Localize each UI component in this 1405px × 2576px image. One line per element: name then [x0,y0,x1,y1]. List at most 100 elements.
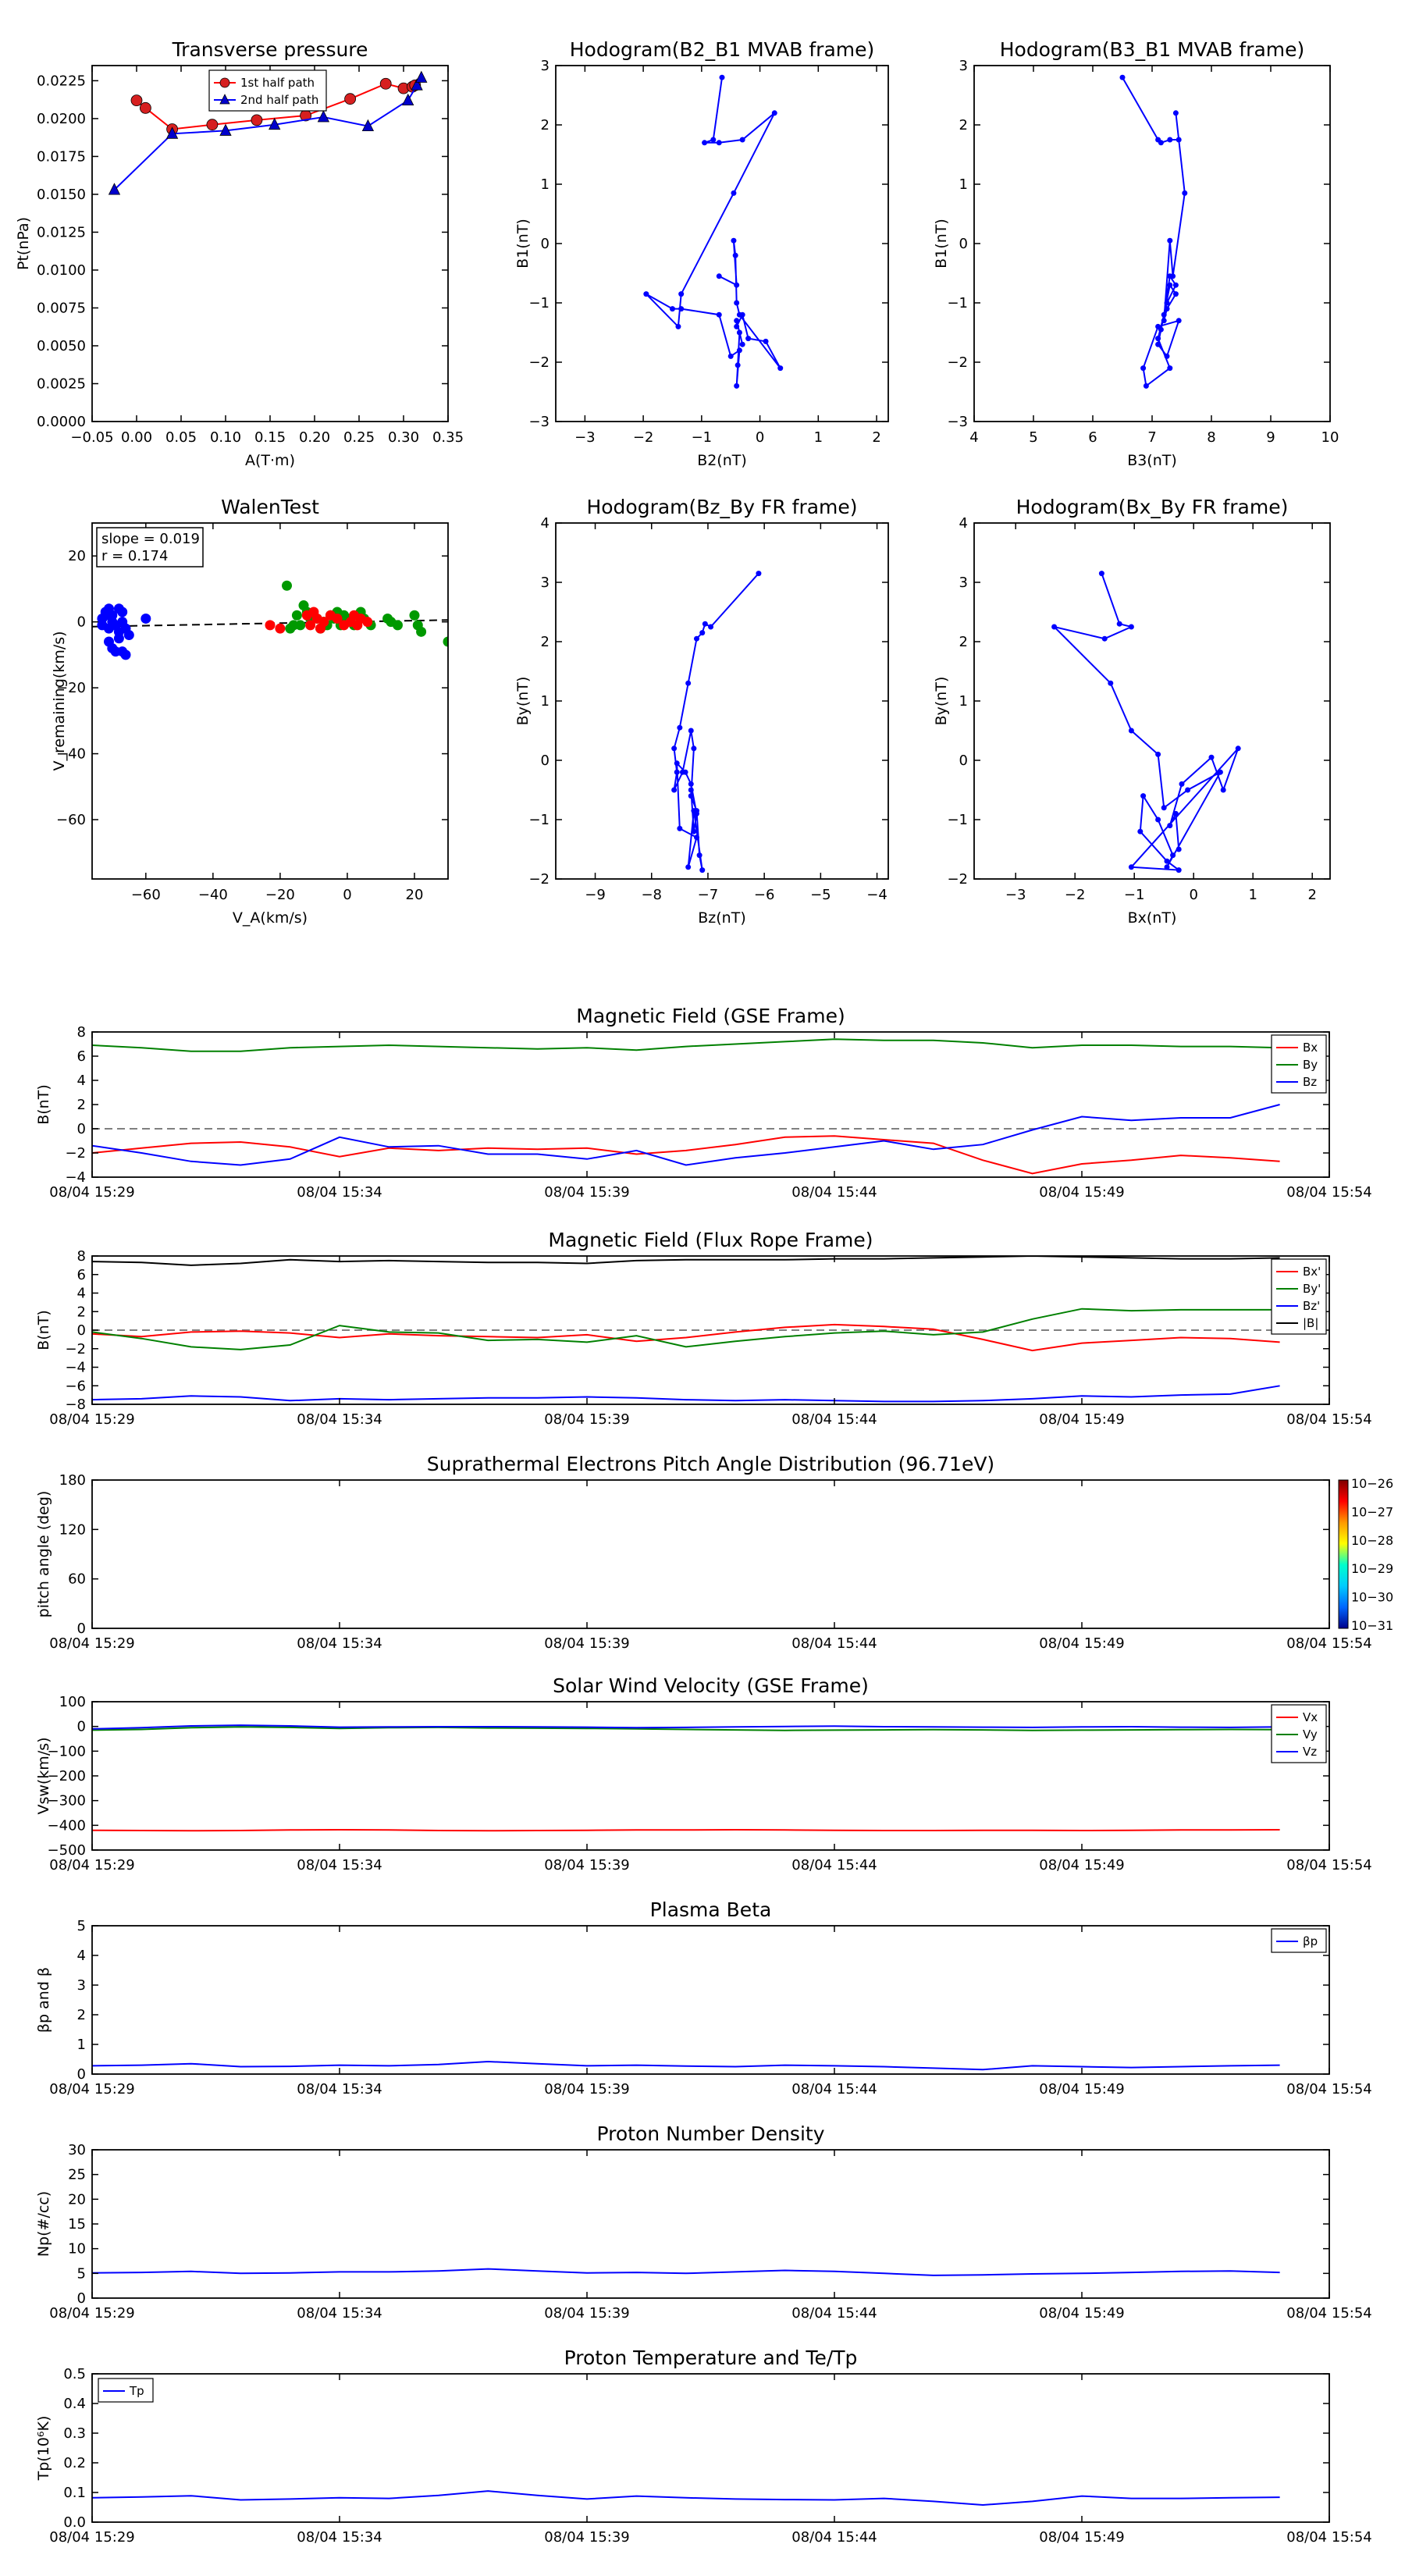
y-tick-label: −3 [528,414,550,430]
legend-box [1271,1034,1327,1094]
annotation-text: r = 0.174 [101,548,168,564]
series-line-0 [92,2268,1280,2276]
data-point [688,728,694,734]
data-point [140,613,151,624]
data-point [771,110,777,116]
x-tick-label: 08/04 15:49 [1039,2305,1124,2322]
data-point [735,362,741,368]
legend-label: 1st half path [240,76,315,90]
data-point [130,94,143,107]
hodogram-b3-b1-chart: Hodogram(B3_B1 MVAB frame)4 5 6 7 8 9 10−3−2−1… [933,38,1339,469]
y-tick-label: 5 [77,1918,86,1934]
y-tick-label: 3 [77,1977,86,1994]
data-point [1155,817,1161,823]
x-tick-label: 5 [1029,429,1037,446]
x-tick-label: −8 [641,887,662,903]
data-point [1128,728,1134,734]
y-tick-label: 0.0025 [37,375,86,392]
y-tick-label: 0.0225 [37,73,86,89]
legend-label: 2nd half path [240,93,318,107]
y-tick-label: −300 [48,1793,86,1809]
data-point [1235,745,1241,752]
x-tick-label: 0.20 [299,429,330,446]
y-axis-label: Vsw(km/s) [35,1737,52,1814]
y-tick-label: 2 [77,1097,86,1113]
data-point [1108,680,1114,686]
data-point [675,323,681,329]
y-tick-label: 0 [959,236,968,252]
data-point [332,613,343,624]
y-tick-label: 0.1 [63,2485,86,2501]
data-point [251,114,263,126]
plot-data [1051,571,1241,873]
data-point [677,724,683,731]
y-tick-label: 8 [77,1024,86,1041]
plot-data [92,2490,1280,2507]
plot-frame [91,2149,1330,2299]
y-tick-label: 0.0175 [37,148,86,165]
data-point [113,633,124,644]
data-point [731,190,737,196]
data-point [736,311,742,318]
y-tick-label: −200 [48,1768,86,1784]
x-tick-label: 08/04 15:39 [544,2081,629,2097]
y-tick-label: 3 [959,575,968,591]
x-axis-label: A(T·m) [245,452,295,469]
x-tick-label: 08/04 15:34 [297,1857,382,1873]
data-point [763,338,769,344]
y-tick-label: 2 [541,117,550,133]
data-point [739,137,745,143]
chart-title: Magnetic Field (Flux Rope Frame) [548,1229,873,1251]
series-line-0 [1122,76,1186,388]
data-point [678,306,685,312]
proton-number-density-chart: Proton Number Density 08/04 15:29 08/04 15… [35,2122,1372,2322]
data-point [120,649,131,660]
x-axis-label: Bx(nT) [1128,909,1177,927]
data-point [1161,311,1167,318]
data-point [1155,336,1161,342]
y-tick-label: 0.4 [63,2396,86,2412]
solar-wind-velocity-chart: Solar Wind Velocity (GSE Frame) 08/04 15:… [35,1674,1372,1873]
x-tick-label: 08/04 15:29 [49,1411,134,1428]
data-point [165,126,179,139]
x-tick-label: 0 [756,429,764,446]
data-point [685,680,692,686]
data-point [443,636,448,647]
y-tick-label: 6 [77,1267,86,1283]
x-tick-label: 08/04 15:34 [297,1411,382,1428]
y-tick-label: 0.0075 [37,300,86,316]
x-tick-label: 08/04 15:54 [1286,1411,1371,1428]
chart-title: WalenTest [221,496,319,518]
plot-frame [91,1479,1330,1629]
y-tick-label: 0 [77,1621,86,1637]
y-tick-label: 2 [959,634,968,650]
y-tick-label: −6 [65,1378,86,1394]
y-axis-label: B1(nT) [933,219,950,269]
chart-title: Solar Wind Velocity (GSE Frame) [553,1674,869,1697]
data-point [402,93,414,106]
x-tick-label: 0.30 [388,429,419,446]
series-line-Vy [92,1726,1280,1731]
y-tick-label: 3 [959,58,968,74]
x-tick-label: 08/04 15:54 [1286,1857,1371,1873]
x-tick-label: −0.05 [70,429,113,446]
x-tick-label: 08/04 15:54 [1286,1184,1371,1201]
pitch-angle-distribution-chart: Suprathermal Electrons Pitch Angle Distr… [35,1453,1393,1652]
data-point [671,745,678,752]
data-point [674,760,680,767]
y-tick-label: 25 [68,2167,86,2183]
x-tick-label: −3 [1005,887,1026,903]
data-point [392,620,403,631]
x-tick-label: 08/04 15:29 [49,1184,134,1201]
y-axis-label: V_remaining(km/s) [51,631,68,770]
data-point [100,610,111,621]
chart-title: Hodogram(B2_B1 MVAB frame) [570,38,875,61]
data-point [1137,828,1144,834]
data-point [716,311,722,318]
data-point [677,825,683,831]
data-point [1167,282,1173,288]
data-point [716,140,722,146]
plot-data [92,1724,1280,1832]
data-point [688,793,694,799]
